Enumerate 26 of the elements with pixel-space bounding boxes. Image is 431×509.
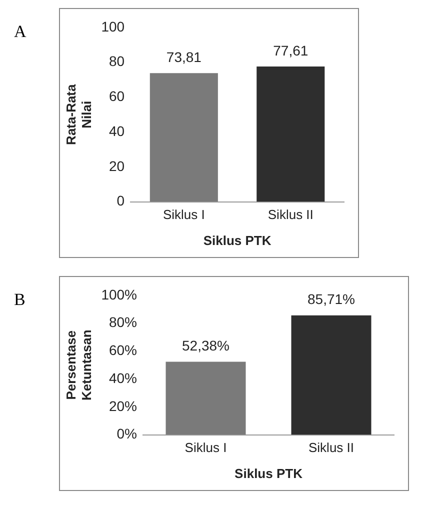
x-tick-label: Siklus II [268,207,314,222]
y-tick-label: 20 [108,158,125,174]
chart-title: A [13,21,28,42]
chart-title: B [13,289,26,310]
y-tick-label: 20% [108,398,138,414]
data-label: 73,81 [166,48,202,65]
y-tick-label: 100% [101,286,138,302]
y-tick-label: 0% [116,426,138,442]
data-label: 77,61 [273,42,308,58]
y-axis-title: Rata-Rata Nilai [63,83,94,145]
y-tick-label: 0 [116,192,125,209]
x-axis-title: Siklus PTK [234,466,304,481]
y-tick-label: 80 [108,53,125,70]
x-tick-label: Siklus I [184,440,227,456]
y-tick-label: 40 [108,122,125,139]
data-label: 85,71% [308,291,355,308]
x-tick-label: Siklus II [308,440,354,456]
y-axis-title: Persentase Ketuntasan [63,330,94,400]
y-tick-label: 100 [101,18,125,34]
data-label: 52,38% [182,338,230,354]
x-tick-label: Siklus I [162,207,205,222]
x-axis-title: Siklus PTK [203,232,272,248]
y-tick-label: 60% [108,342,138,358]
y-tick-label: 40% [108,370,138,386]
y-tick-label: 80% [108,314,138,330]
y-tick-label: 60 [108,88,125,104]
